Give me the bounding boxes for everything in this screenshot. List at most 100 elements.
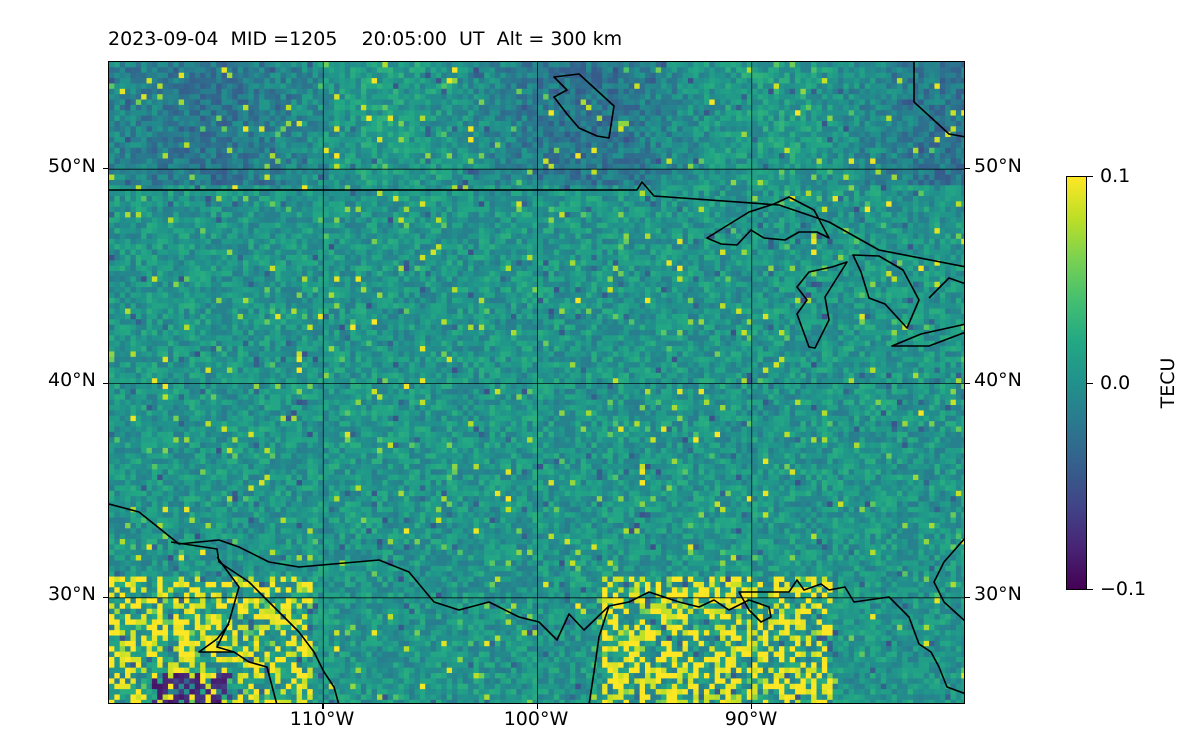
tec-cell: [382, 163, 389, 170]
tec-cell: [511, 222, 517, 229]
tec-cell: [945, 212, 951, 218]
tec-cell: [275, 83, 281, 90]
tec-cell: [125, 104, 131, 111]
tec-cell: [773, 62, 780, 68]
tec-cell: [339, 212, 346, 218]
tec-cell: [280, 179, 287, 186]
tec-cell: [119, 217, 126, 224]
tec-cell: [784, 72, 791, 79]
tec-cell: [795, 99, 801, 106]
tec-cell: [677, 212, 683, 218]
tec-cell: [709, 94, 716, 100]
tec-cell: [178, 212, 185, 218]
tec-cell: [773, 78, 780, 84]
tec-cell: [414, 169, 421, 175]
tec-cell: [902, 72, 909, 79]
tec-cell: [639, 185, 646, 192]
tec-cell: [473, 206, 480, 213]
tec-cell: [371, 126, 378, 133]
tec-cell: [135, 131, 142, 138]
tec-cell: [709, 110, 716, 116]
tec-cell: [532, 212, 539, 218]
tec-cell: [243, 72, 249, 79]
tec-cell: [575, 163, 582, 170]
tec-cell: [248, 196, 255, 202]
tec-cell: [596, 72, 603, 79]
tec-cell: [875, 131, 882, 138]
tec-cell: [639, 217, 646, 224]
tec-cell: [382, 62, 389, 68]
tec-cell: [886, 126, 892, 133]
tec-cell: [698, 163, 705, 170]
tec-cell: [720, 147, 726, 154]
tec-cell: [468, 185, 474, 192]
tec-cell: [414, 217, 421, 224]
tec-cell: [157, 153, 163, 159]
tec-cell: [360, 126, 367, 133]
tec-cell: [221, 99, 228, 106]
tec-cell: [628, 222, 635, 229]
tec-cell: [221, 174, 228, 181]
tec-cell: [891, 153, 898, 159]
tec-cell: [575, 78, 582, 84]
tec-cell: [886, 78, 892, 84]
tec-cell: [125, 196, 131, 202]
tec-cell: [955, 206, 962, 213]
tec-cell: [768, 131, 775, 138]
tec-cell: [205, 142, 212, 149]
tec-cell: [543, 147, 549, 154]
tec-cell: [366, 94, 373, 100]
tec-cell: [205, 158, 212, 165]
tec-cell: [891, 222, 898, 229]
tec-cell: [634, 78, 641, 84]
tec-cell: [167, 228, 174, 234]
tec-cell: [119, 179, 126, 186]
tec-cell: [387, 174, 394, 181]
tec-cell: [253, 67, 260, 74]
tec-cell: [596, 115, 603, 122]
tec-cell: [703, 83, 710, 90]
tec-cell: [532, 115, 539, 122]
tec-cell: [805, 131, 812, 138]
tec-cell: [511, 120, 517, 127]
tec-cell: [403, 88, 410, 95]
tec-cell: [441, 88, 448, 95]
tec-cell: [425, 206, 431, 213]
tec-cell: [848, 190, 855, 197]
tec-cell: [446, 169, 453, 175]
tec-cell: [237, 228, 244, 234]
tec-cell: [505, 190, 512, 197]
tec-cell: [945, 67, 951, 74]
tec-cell: [125, 212, 131, 218]
tec-cell: [805, 67, 812, 74]
tec-cell: [141, 67, 147, 74]
tec-cell: [419, 120, 426, 127]
tec-cell: [896, 169, 903, 175]
tec-cell: [146, 78, 153, 84]
tec-cell: [575, 153, 582, 159]
tec-cell: [114, 169, 121, 175]
tec-cell: [548, 163, 555, 170]
tec-cell: [435, 169, 442, 175]
tec-cell: [157, 83, 163, 90]
tec-cell: [816, 185, 823, 192]
tec-cell: [259, 131, 265, 138]
tec-cell: [403, 163, 410, 170]
tec-cell: [473, 147, 480, 154]
tec-cell: [516, 137, 523, 143]
tec-cell: [666, 153, 673, 159]
tec-cell: [377, 153, 383, 159]
tec-cell: [548, 147, 555, 154]
tec-cell: [859, 174, 866, 181]
tec-cell: [312, 196, 319, 202]
tec-cell: [832, 62, 839, 68]
tec-cell: [837, 142, 844, 149]
tec-cell: [151, 99, 158, 106]
tec-cell: [736, 174, 742, 181]
tec-cell: [221, 147, 228, 154]
tec-cell: [355, 88, 362, 95]
tec-cell: [419, 94, 426, 100]
tec-cell: [955, 110, 962, 116]
tec-cell: [323, 158, 330, 165]
tec-cell: [730, 83, 737, 90]
